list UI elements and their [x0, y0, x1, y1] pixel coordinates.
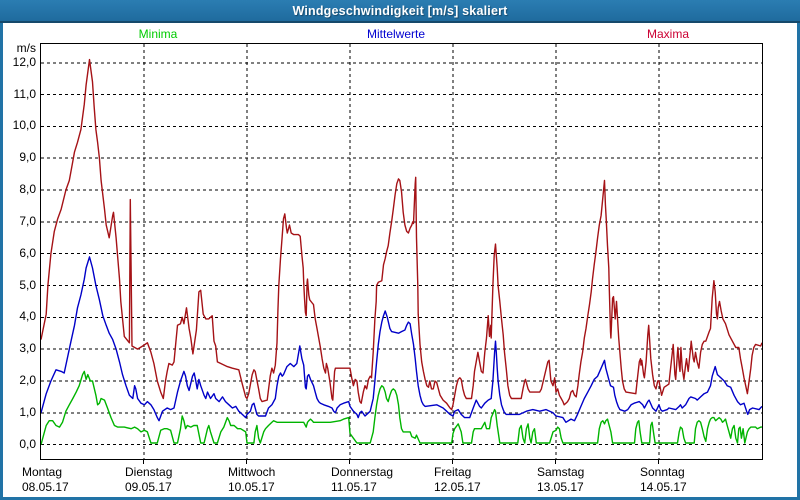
day-name: Dienstag — [125, 465, 173, 479]
day-name: Donnerstag — [331, 465, 394, 479]
y-tick-label: 7,0 — [19, 213, 36, 228]
x-axis-tick — [555, 460, 556, 464]
day-name: Mittwoch — [228, 465, 276, 479]
x-axis-tick — [349, 460, 350, 464]
day-name: Sonntag — [640, 465, 685, 479]
x-axis-tick — [658, 460, 659, 464]
day-date: 13.05.17 — [537, 480, 584, 494]
day-date: 10.05.17 — [228, 480, 275, 494]
legend-mittelwerte: Mittelwerte — [366, 27, 426, 41]
y-tick-label: 11,0 — [13, 86, 36, 101]
day-name: Montag — [22, 465, 63, 479]
legend-maxima: Maxima — [646, 27, 690, 41]
legend-minima: Minima — [138, 27, 178, 41]
y-tick-label: 6,0 — [19, 245, 36, 260]
y-tick-label: 9,0 — [19, 150, 36, 165]
x-axis-tick — [246, 460, 247, 464]
title-bar: Windgeschwindigkeit [m/s] skaliert — [0, 0, 800, 23]
y-tick-label: 3,0 — [19, 341, 36, 356]
x-day-label: Montag 08.05.17 — [22, 465, 132, 495]
x-day-label: Freitag 12.05.17 — [434, 465, 544, 495]
y-tick-label: 4,0 — [19, 309, 36, 324]
maxima-line — [41, 58, 762, 411]
day-name: Freitag — [434, 465, 472, 479]
mittelwerte-line — [41, 256, 762, 423]
y-tick-label: 0,0 — [19, 436, 36, 451]
y-tick-label: 12,0 — [12, 54, 36, 69]
x-axis-tick — [143, 460, 144, 464]
plot-area — [40, 43, 763, 460]
y-tick-label: 5,0 — [19, 277, 36, 292]
minima-line — [41, 370, 762, 445]
y-tick-label: 1,0 — [19, 404, 36, 419]
day-date: 08.05.17 — [22, 480, 69, 494]
day-name: Samstag — [537, 465, 585, 479]
day-date: 12.05.17 — [434, 480, 481, 494]
day-date: 09.05.17 — [125, 480, 172, 494]
chart-canvas — [41, 44, 762, 459]
x-day-label: Samstag 13.05.17 — [537, 465, 647, 495]
x-axis-tick — [452, 460, 453, 464]
day-date: 11.05.17 — [331, 480, 377, 494]
x-day-label: Sonntag 14.05.17 — [640, 465, 750, 495]
x-day-label: Donnerstag 11.05.17 — [331, 465, 441, 495]
day-date: 14.05.17 — [640, 480, 687, 494]
y-tick-label: 2,0 — [19, 372, 36, 387]
x-day-label: Mittwoch 10.05.17 — [228, 465, 338, 495]
window-title: Windgeschwindigkeit [m/s] skaliert — [292, 3, 508, 18]
y-axis-unit-label: m/s — [16, 41, 36, 55]
y-tick-label: 8,0 — [19, 182, 36, 197]
y-tick-label: 10,0 — [12, 118, 36, 133]
x-day-label: Dienstag 09.05.17 — [125, 465, 235, 495]
